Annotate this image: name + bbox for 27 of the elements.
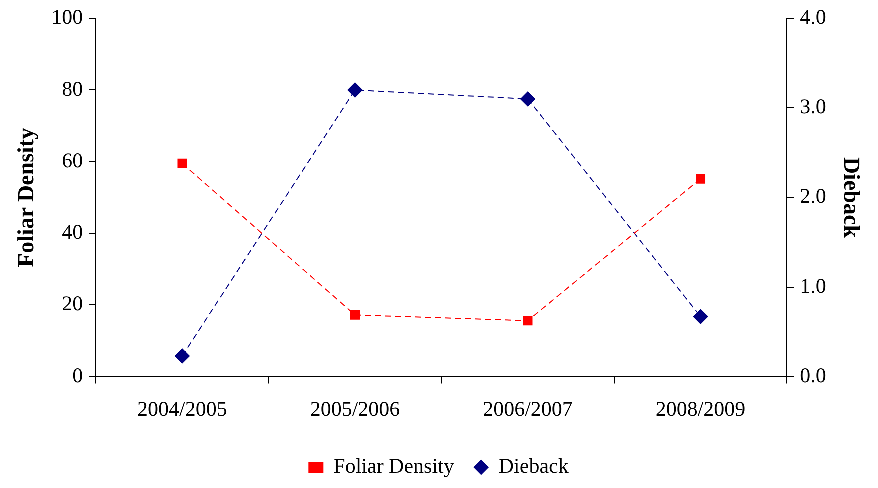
y2-tick-label: 4.0 <box>800 5 826 30</box>
y2-tick-label: 0.0 <box>800 363 826 388</box>
x-tick-label: 2008/2009 <box>656 396 746 421</box>
legend-label: Dieback <box>498 454 570 478</box>
y-tick-label: 40 <box>62 220 84 244</box>
y2-axis-title: Dieback <box>839 157 864 238</box>
point <box>350 310 360 320</box>
point <box>693 309 708 324</box>
point <box>520 92 536 107</box>
y-axis-title: Foliar Density <box>14 127 39 268</box>
y-tick-label: 60 <box>62 148 84 172</box>
x-tick-label: 2005/2006 <box>310 396 400 421</box>
point <box>348 82 363 98</box>
point <box>174 348 190 364</box>
point <box>178 158 188 168</box>
point <box>696 174 706 184</box>
x-tick-label: 2004/2005 <box>138 396 228 421</box>
y-tick-label: 80 <box>62 76 84 101</box>
legend-label: Foliar Density <box>334 454 455 478</box>
point <box>523 316 533 326</box>
y-tick-label: 100 <box>52 5 84 30</box>
y2-tick-label: 3.0 <box>800 94 826 119</box>
y-tick-label: 0 <box>72 363 84 388</box>
y2-tick-label: 2.0 <box>800 184 826 208</box>
y2-tick-label: 1.0 <box>800 274 826 298</box>
x-tick-label: 2006/2007 <box>483 396 573 421</box>
y-tick-label: 20 <box>62 292 84 316</box>
